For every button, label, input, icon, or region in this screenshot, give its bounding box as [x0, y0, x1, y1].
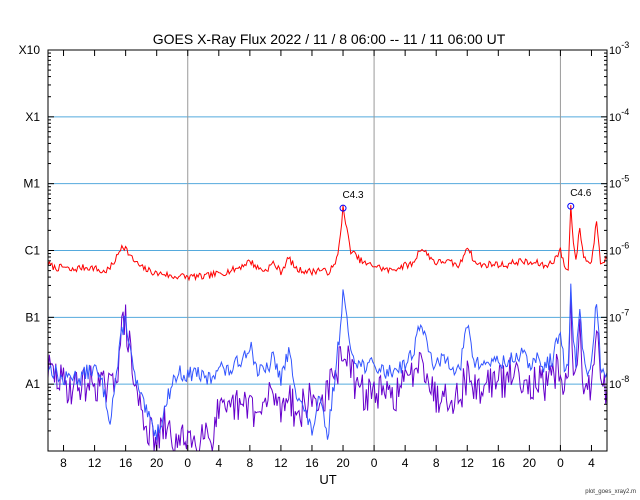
series-line-short_a — [47, 283, 608, 441]
y-tick-label-right: 10-6 — [609, 241, 629, 258]
flare-label: C4.6 — [570, 188, 592, 199]
x-tick-label: 16 — [305, 456, 319, 470]
y-tick-label-left: M1 — [23, 177, 40, 191]
x-tick-label: 8 — [60, 456, 67, 470]
x-tick-label: 16 — [119, 456, 133, 470]
x-tick-labels: 8 12 16 20 0 4 8 12 16 20 0 4 8 12 16 20 0 4 — [60, 456, 595, 470]
flare-marker — [339, 204, 347, 212]
flare-label: C4.3 — [342, 190, 364, 201]
y-tick-label-right: 10-7 — [609, 307, 629, 324]
y-tick-label-right: 10-3 — [609, 40, 629, 57]
flare-marker — [567, 202, 575, 210]
y-right-tick-labels: 10-3 10-4 10-5 10-6 10-7 10-8 — [609, 40, 629, 391]
series-line-long — [47, 205, 608, 282]
x-tick-label: 16 — [492, 456, 506, 470]
y-tick-label-left: C1 — [25, 244, 41, 258]
x-tick-label: 4 — [402, 456, 409, 470]
y-tick-label-right: 10-8 — [609, 374, 629, 391]
y-tick-label-right: 10-5 — [609, 174, 629, 191]
y-left-tick-labels: A1 B1 C1 M1 X1 X10 — [19, 43, 41, 391]
x-tick-label: 4 — [588, 456, 595, 470]
x-tick-label: 8 — [247, 456, 254, 470]
footer-text: plot_goes_xray2.m — [585, 489, 636, 495]
x-tick-label: 0 — [371, 456, 378, 470]
x-tick-label: 0 — [184, 456, 191, 470]
y-tick-label-left: X1 — [25, 110, 40, 124]
y-tick-label-left: A1 — [25, 377, 40, 391]
flux-series — [47, 205, 608, 452]
chart-title: GOES X-Ray Flux 2022 / 11 / 8 06:00 -- 1… — [153, 31, 506, 47]
x-tick-label: 0 — [557, 456, 564, 470]
x-tick-label: 20 — [150, 456, 164, 470]
axes — [47, 49, 608, 452]
x-tick-label: 12 — [461, 456, 475, 470]
x-tick-label: 8 — [433, 456, 440, 470]
horizontal-gridlines — [48, 116, 607, 385]
x-tick-label: 20 — [336, 456, 350, 470]
y-tick-label-right: 10-4 — [609, 107, 629, 124]
x-tick-label: 12 — [274, 456, 288, 470]
x-tick-label: 4 — [215, 456, 222, 470]
x-axis-label: UT — [319, 472, 336, 487]
x-tick-label: 12 — [88, 456, 102, 470]
series-line-short_b — [47, 292, 608, 452]
y-tick-label-left: B1 — [25, 310, 40, 324]
x-tick-label: 20 — [523, 456, 537, 470]
y-tick-label-left: X10 — [19, 43, 41, 57]
flare-annotations: C4.3 C4.6 — [339, 188, 592, 212]
